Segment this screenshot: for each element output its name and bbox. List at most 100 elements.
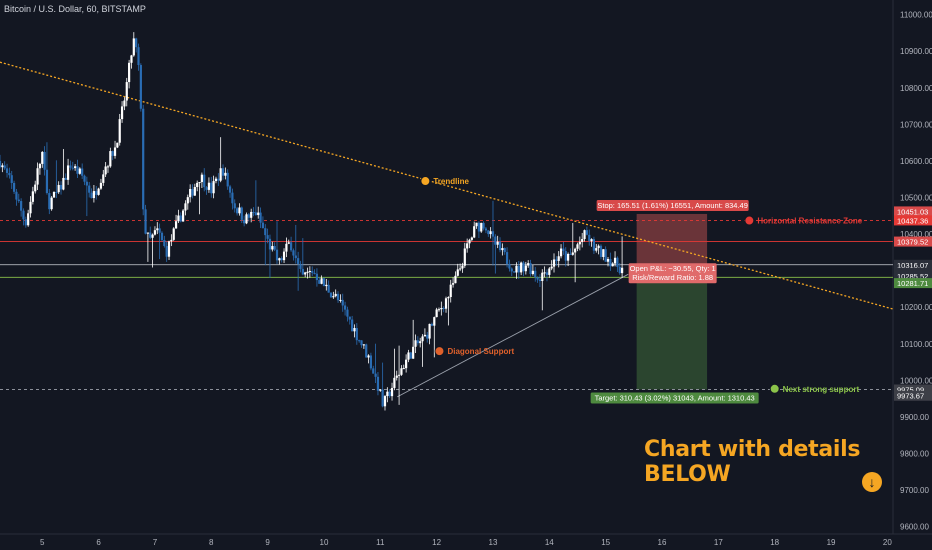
candle-body [289, 242, 293, 251]
candle-body [243, 219, 246, 224]
candle-body [409, 352, 412, 359]
arrow-down-circle-icon[interactable]: ↓ [862, 472, 882, 492]
candle-body [407, 352, 410, 360]
candle-body [83, 175, 86, 182]
axis-price-tag-bg [894, 259, 932, 270]
candle-body [386, 391, 389, 397]
candle-body [400, 368, 403, 375]
candle-body [125, 82, 128, 101]
pnl-label: Risk/Reward Ratio: 1.88 [632, 273, 713, 282]
axis-price-tag: 10281.71 [897, 279, 928, 288]
candle-body [306, 271, 309, 273]
x-tick-label: 10 [320, 538, 329, 547]
candle-body [440, 307, 443, 310]
headline-overlay: Chart with details BELOW [644, 437, 861, 487]
marker-label: Diagonal Support [447, 347, 514, 356]
candle-body [151, 234, 154, 238]
axis-price-tag: 10316.07 [897, 261, 928, 270]
candle-body [447, 297, 450, 299]
candle-body [325, 284, 328, 287]
x-tick-label: 17 [714, 538, 723, 547]
x-tick-label: 6 [96, 538, 101, 547]
candle-body [583, 230, 586, 240]
candle-body [618, 266, 621, 274]
candle-body [318, 280, 321, 284]
candle-body [31, 191, 34, 202]
candle-body [503, 248, 506, 253]
candle-body [43, 151, 46, 170]
candle-body [102, 174, 105, 183]
candle-body [191, 189, 194, 196]
chart-title: Bitcoin / U.S. Dollar, 60, BITSTAMP [4, 4, 146, 14]
candle-body [285, 243, 288, 252]
candle-body [301, 268, 304, 275]
candle-body [5, 168, 9, 173]
candle-body [534, 270, 537, 278]
candle-body [132, 38, 135, 56]
marker-label: Horizontal Resistance Zone [757, 217, 862, 226]
candle-body [604, 249, 607, 262]
candle-body [41, 151, 44, 164]
candle-body [435, 309, 438, 318]
target-label: Target: 310.43 (3.02%) 31043, Amount: 13… [595, 394, 755, 403]
axis-price-tag: 10285.52 [897, 272, 928, 281]
candle-body [57, 184, 60, 193]
candle-body [64, 177, 67, 180]
candle-body [473, 226, 476, 238]
x-tick-label: 13 [489, 538, 498, 547]
candle-body [297, 258, 300, 264]
candle-body [313, 272, 316, 274]
candle-body [238, 207, 241, 214]
candle-body [444, 298, 448, 309]
candle-body [508, 263, 511, 269]
candle-body [510, 268, 513, 272]
candle-body [1, 165, 4, 168]
candle-body [304, 272, 307, 275]
candle-body [15, 191, 18, 200]
candle-body [379, 389, 382, 391]
candle-body [217, 178, 220, 181]
candle-body [177, 215, 180, 222]
candle-body [219, 168, 222, 181]
candle-body [97, 188, 100, 195]
candle-body [34, 184, 37, 192]
candle-body [515, 265, 518, 273]
candle-body [27, 213, 30, 226]
y-tick-label: 9700.00 [900, 486, 929, 495]
candle-body [426, 334, 429, 339]
candle-body [231, 192, 234, 204]
candle-body [294, 255, 297, 259]
candle-body [494, 236, 497, 245]
candle-body [545, 272, 549, 275]
candle-body [233, 203, 236, 209]
candle-body [620, 267, 624, 274]
candle-body [81, 168, 84, 176]
candle-body [236, 208, 239, 214]
candle-body [559, 248, 563, 257]
candle-body [505, 252, 509, 264]
marker-dot [420, 176, 431, 187]
candle-body [339, 299, 342, 301]
candle-body [252, 211, 255, 213]
candle-body [574, 248, 577, 253]
candle-body [395, 375, 398, 378]
candle-body [203, 174, 206, 188]
axis-price-tag-bg [894, 270, 932, 281]
axis-price-tag-bg [894, 206, 932, 217]
candle-body [38, 163, 42, 169]
y-tick-label: 10700.00 [900, 120, 932, 129]
candle-body [135, 38, 138, 48]
axis-price-tag: 9973.67 [897, 392, 924, 401]
candle-body [245, 214, 248, 224]
candle-body [254, 212, 257, 216]
candle-body [292, 250, 295, 256]
y-tick-label: 9600.00 [900, 523, 929, 532]
candle-body [214, 178, 218, 182]
candle-body [50, 197, 53, 210]
candle-body [59, 184, 63, 190]
candle-body [240, 207, 243, 220]
candle-body [527, 263, 530, 266]
candle-body [146, 232, 149, 234]
candle-body [520, 262, 523, 273]
